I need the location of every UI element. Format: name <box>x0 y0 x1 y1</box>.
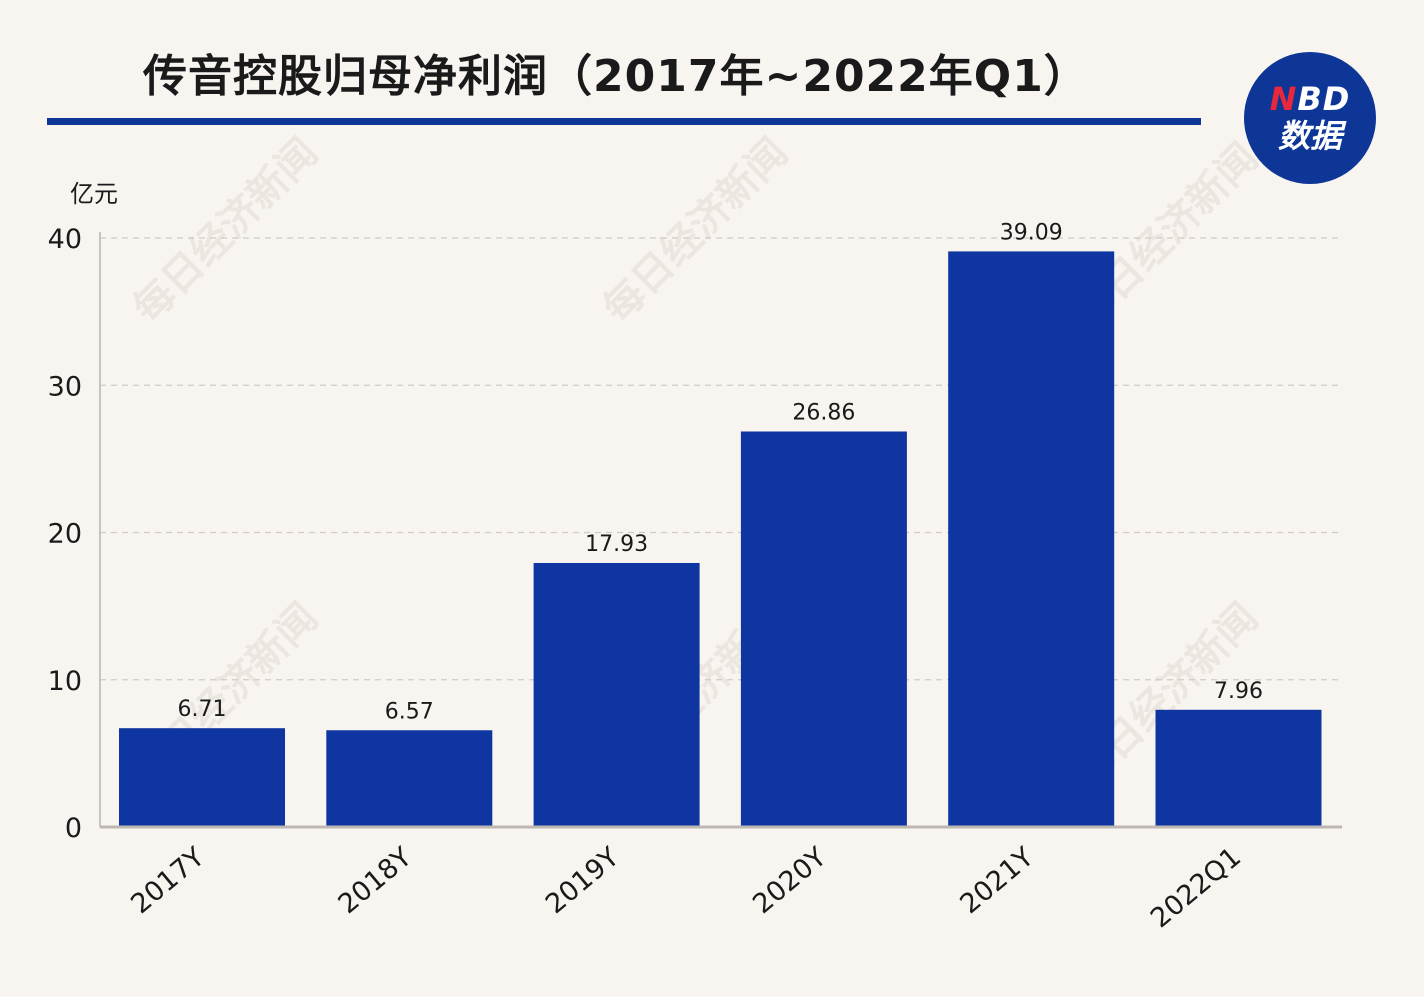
x-tick-label: 2021Y <box>954 841 1040 920</box>
bar <box>1155 709 1322 827</box>
title-underline <box>47 118 1201 125</box>
x-tick-label: 2019Y <box>540 841 626 920</box>
logo-letters-bd: BD <box>1297 80 1351 118</box>
logo-line-2: 数据 <box>1277 117 1342 155</box>
bar <box>948 251 1115 827</box>
bar <box>533 562 700 827</box>
chart-title: 传音控股归母净利润（2017年~2022年Q1） <box>143 51 1089 102</box>
x-tick-label: 2018Y <box>333 841 419 920</box>
bar-value-label: 6.71 <box>178 697 227 722</box>
bar-value-label: 17.93 <box>585 532 648 557</box>
x-tick-label: 2017Y <box>125 841 211 920</box>
bars: 6.71 6.57 17.93 26.86 39.09 7.96 <box>119 220 1322 827</box>
bar <box>119 728 285 827</box>
bar <box>326 730 493 827</box>
logo-letter-n: N <box>1269 80 1298 118</box>
bar-value-label: 39.09 <box>1000 220 1063 245</box>
watermark-text: 每日经济新闻 <box>594 129 797 332</box>
y-tick-label: 20 <box>48 519 82 550</box>
bar-value-label: 7.96 <box>1214 679 1263 704</box>
y-tick-label: 30 <box>48 371 82 402</box>
logo-line-1: NBD <box>1270 81 1351 117</box>
y-axis-unit-label: 亿元 <box>70 180 118 208</box>
x-axis: 2017Y 2018Y 2019Y 2020Y 2021Y 2022Q1 <box>100 825 1342 935</box>
y-tick-label: 0 <box>65 813 82 844</box>
x-tick-label: 2020Y <box>747 841 833 920</box>
bar <box>740 431 907 827</box>
bar-value-label: 6.57 <box>385 699 434 724</box>
y-axis: 0 10 20 30 40 亿元 <box>48 180 118 844</box>
y-tick-label: 40 <box>48 224 82 255</box>
nbd-data-logo: NBD 数据 <box>1244 52 1376 184</box>
gridlines <box>100 237 1340 681</box>
watermark-text: 每日经济新闻 <box>124 129 327 332</box>
x-tick-label: 2022Q1 <box>1145 842 1247 935</box>
bar-value-label: 26.86 <box>792 400 855 425</box>
y-tick-label: 10 <box>48 666 82 697</box>
